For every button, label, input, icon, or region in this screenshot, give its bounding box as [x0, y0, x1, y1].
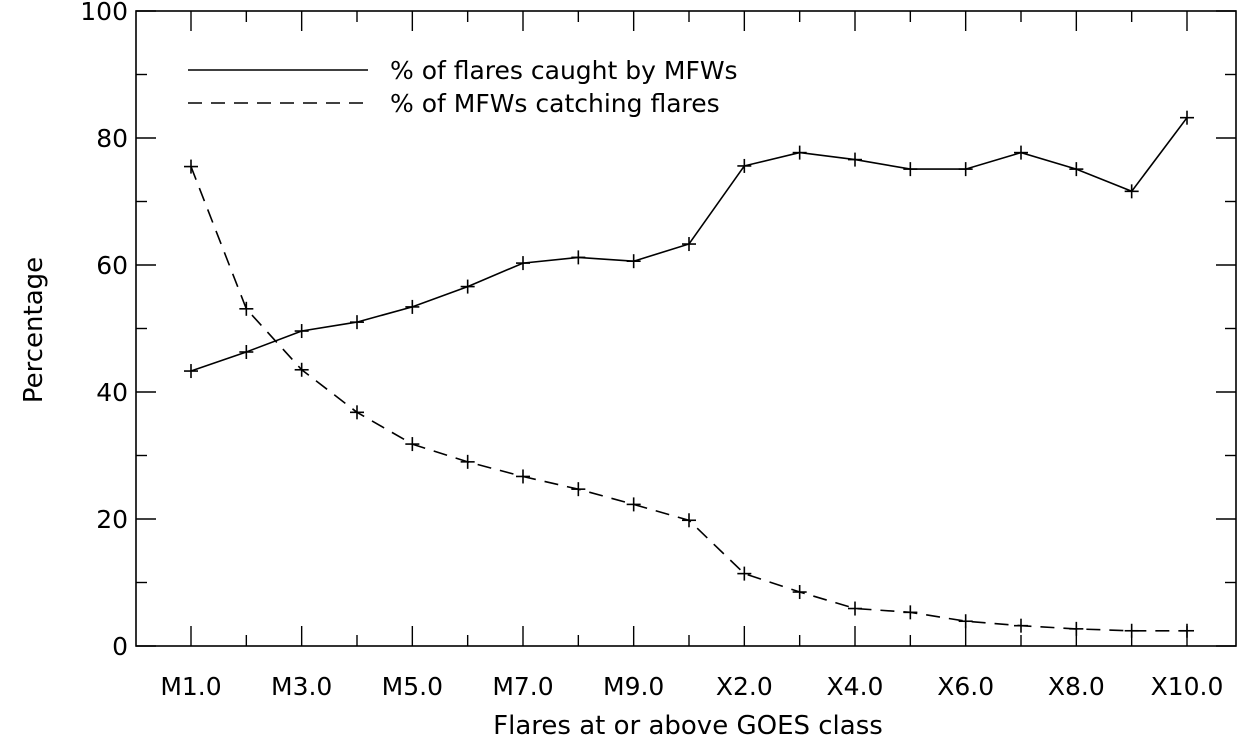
- x-axis-label: Flares at or above GOES class: [493, 711, 883, 741]
- y-tick-label: 80: [96, 124, 128, 153]
- legend: % of flares caught by MFWs % of MFWs catc…: [188, 56, 738, 118]
- data-point-marker: [571, 250, 586, 265]
- data-point-marker: [737, 566, 752, 581]
- legend-label-1: % of flares caught by MFWs: [390, 56, 738, 85]
- data-point-marker: [792, 145, 807, 160]
- y-tick-label: 100: [80, 0, 128, 26]
- x-tick-label: X8.0: [1048, 672, 1105, 701]
- data-point-marker: [460, 279, 475, 294]
- data-point-marker: [1124, 184, 1139, 199]
- data-point-marker: [516, 256, 530, 271]
- data-point-marker: [1180, 110, 1194, 125]
- data-point-marker: [571, 482, 586, 497]
- y-tick-label: 0: [112, 632, 128, 661]
- x-tick-label: X10.0: [1151, 672, 1224, 701]
- x-tick-label: X6.0: [937, 672, 994, 701]
- data-point-marker: [958, 162, 973, 177]
- data-point-marker: [1014, 618, 1028, 633]
- data-point-marker: [239, 301, 254, 316]
- x-tick-label: M7.0: [492, 672, 553, 701]
- x-tick-label: M5.0: [382, 672, 443, 701]
- x-tick-label: M9.0: [603, 672, 664, 701]
- data-point-marker: [294, 324, 309, 339]
- data-point-marker: [682, 513, 696, 528]
- data-point-marker: [184, 364, 198, 379]
- data-point-marker: [1069, 621, 1084, 636]
- data-point-marker: [903, 605, 918, 620]
- data-point-marker: [350, 405, 364, 420]
- data-point-marker: [626, 497, 641, 512]
- data-point-marker: [626, 254, 641, 269]
- data-point-marker: [903, 162, 918, 177]
- x-axis-ticks: M1.0 M3.0 M5.0 M7.0 M9.0 X2.0 X4.0 X6.0 X8.0 X10.…: [160, 11, 1223, 701]
- y-axis-label: Percentage: [19, 257, 49, 403]
- series-group: [184, 110, 1194, 638]
- data-point-marker: [516, 469, 530, 484]
- data-point-marker: [737, 158, 752, 173]
- data-point-marker: [350, 315, 364, 330]
- data-point-marker: [848, 152, 862, 167]
- data-point-marker: [405, 299, 420, 314]
- data-point-marker: [294, 362, 309, 377]
- x-tick-label: M3.0: [271, 672, 332, 701]
- data-point-marker: [792, 585, 807, 600]
- y-tick-label: 20: [96, 505, 128, 534]
- data-point-marker: [1124, 623, 1139, 638]
- data-point-marker: [1014, 145, 1028, 160]
- data-point-marker: [1180, 623, 1194, 638]
- data-point-marker: [239, 344, 254, 359]
- data-point-marker: [1069, 162, 1084, 177]
- y-axis-ticks: 0 20 40 60 80 100: [80, 0, 1236, 661]
- legend-label-2: % of MFWs catching flares: [390, 89, 720, 118]
- x-tick-label: X4.0: [827, 672, 884, 701]
- data-point-marker: [682, 237, 696, 252]
- data-point-marker: [958, 614, 973, 629]
- y-tick-label: 60: [96, 251, 128, 280]
- data-point-marker: [184, 159, 198, 174]
- data-point-marker: [460, 454, 475, 469]
- y-tick-label: 40: [96, 378, 128, 407]
- data-point-marker: [405, 437, 420, 452]
- x-tick-label: X2.0: [716, 672, 773, 701]
- data-point-marker: [848, 601, 862, 616]
- x-tick-label: M1.0: [160, 672, 221, 701]
